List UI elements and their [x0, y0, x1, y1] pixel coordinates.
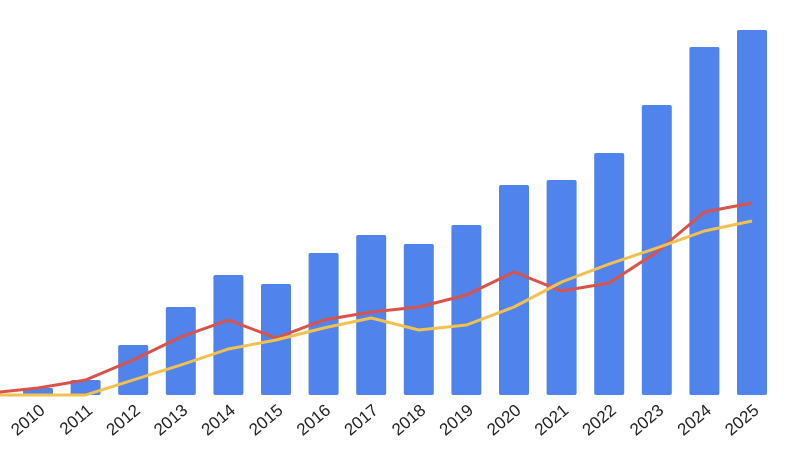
bar — [356, 235, 387, 395]
bar — [451, 225, 482, 395]
bar — [213, 275, 244, 395]
bar — [499, 185, 529, 395]
bar — [118, 345, 149, 395]
bar — [546, 180, 577, 395]
bar — [403, 244, 434, 395]
x-tick-label: 2025 — [721, 401, 762, 440]
bar — [165, 307, 196, 395]
x-tick-label: 2016 — [293, 401, 334, 440]
bar — [689, 47, 720, 395]
x-tick-label: 2017 — [341, 401, 382, 440]
x-tick-label: 2024 — [674, 401, 715, 440]
bar — [308, 253, 339, 395]
x-tick-label: 2012 — [103, 401, 144, 440]
x-tick-label: 2013 — [150, 401, 191, 440]
x-tick-label: 2020 — [483, 401, 524, 440]
line-series — [0, 201, 753, 394]
x-tick-label: 2018 — [388, 401, 429, 440]
x-tick-label: 2011 — [56, 401, 96, 439]
x-tick-label: 2023 — [626, 401, 667, 440]
x-tick-label: 2015 — [245, 401, 286, 440]
x-tick-label: 2019 — [436, 401, 477, 440]
bar — [594, 153, 625, 395]
x-tick-label: 2014 — [198, 401, 239, 440]
line-series — [0, 219, 753, 397]
x-tick-label: 2010 — [7, 401, 48, 440]
bar — [641, 105, 672, 395]
bar — [737, 30, 767, 395]
x-tick-label: 2022 — [579, 401, 620, 440]
x-tick-label: 2009 — [0, 401, 1, 440]
x-tick-label: 2021 — [531, 401, 572, 440]
